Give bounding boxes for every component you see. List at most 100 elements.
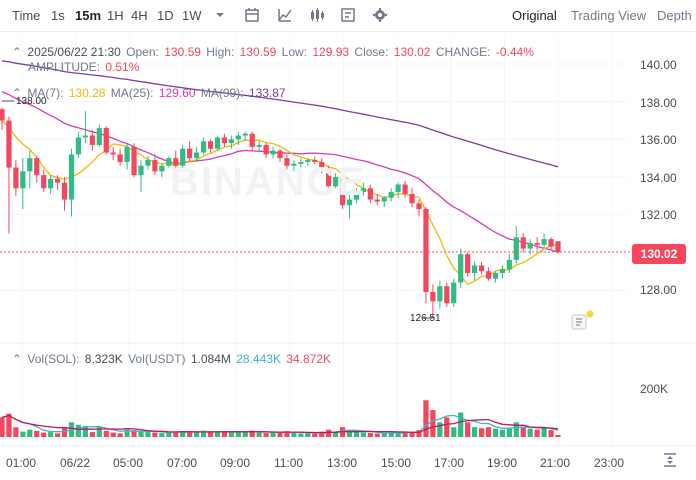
time-tick: 01:00 [6,456,37,470]
candle-body [89,135,95,145]
volume-bar [478,428,485,437]
candle-body [548,239,554,247]
candlestick-type-icon[interactable] [309,7,325,23]
candle-body [20,171,26,189]
volume-bar [20,431,26,437]
candle-body [235,135,241,140]
candle-body [166,158,172,166]
calendar-icon[interactable] [244,7,260,23]
volume-bar [270,432,276,437]
last-price-tag: 130.02 [632,244,686,264]
volume-bar [166,432,172,437]
change-label: CHANGE: [435,45,491,59]
volume-bar [138,431,144,437]
volume-tick: 200K [640,382,669,396]
candle-body [249,133,255,147]
low-label: Low: [281,45,308,59]
time-tick: 05:00 [113,456,144,470]
vol-sol-label: Vol(SOL): [27,352,80,366]
candle-body [159,165,165,172]
candle-body [416,203,422,210]
volume-bar [402,432,408,437]
volume-bar [360,432,366,437]
indicator-icon[interactable] [277,7,293,23]
volume-bar [34,430,40,437]
volume-bar [492,428,499,437]
time-label[interactable]: Time [12,8,41,23]
volume-bar [82,425,88,437]
candle-body [381,197,387,202]
time-tick: 13:00 [327,456,358,470]
volume-bar [228,432,234,437]
volume-bar [520,427,526,437]
ma25-label: MA(25): [110,86,154,100]
candle-body [520,237,526,249]
volume-bar [207,431,214,437]
high-marker: 138.00 [16,96,47,107]
candle-body [214,137,221,149]
timeframe-1d[interactable]: 1D [157,8,174,23]
volume-bar [513,422,519,437]
volume-bar [541,428,547,437]
price-tick: 134.00 [640,171,677,185]
template-icon[interactable] [340,7,356,23]
volume-bar [110,432,116,437]
volume-bar [409,431,415,437]
candle-body [96,128,102,145]
volume-bar [548,430,554,437]
candle-body [131,146,137,176]
candle-date: 2025/06/22 21:30 [27,45,121,59]
candle-body [319,161,325,170]
candle-body [492,273,499,279]
candle-body [277,150,283,159]
high-value: 130.59 [239,45,277,59]
candle-body [270,150,276,155]
candle-body [478,265,485,272]
volume-ma-long-line [1,414,559,434]
low-marker: 126.51 [410,313,441,324]
timeframe-15m[interactable]: 15m [75,8,102,23]
candle-body [110,152,116,155]
volume-bar [326,429,332,437]
candle-body [534,242,540,245]
gear-icon[interactable] [372,7,388,23]
collapse-chevron-icon[interactable]: ⌃ [12,352,23,366]
chevron-down-icon[interactable] [212,7,228,23]
timeframe-1h[interactable]: 1H [107,8,124,23]
candle-body [346,199,353,206]
vol-ma2-value: 34.872K [286,352,332,366]
time-tick: 17:00 [434,456,465,470]
volume-bar [235,431,241,437]
ma99-value: 133.87 [248,86,286,100]
candle-body [555,241,561,252]
timeframe-1w[interactable]: 1W [182,8,202,23]
timeframe-4h[interactable]: 4H [131,8,148,23]
candle-body [472,265,478,274]
timeframe-1s[interactable]: 1s [51,8,65,23]
scale-toggle-icon[interactable] [662,452,678,468]
close-label: Close: [354,45,389,59]
notes-icon[interactable] [571,310,595,332]
volume-bar [437,422,443,437]
candle-body [207,141,214,149]
candle-body [437,286,443,302]
tab-original[interactable]: Original [512,8,557,23]
collapse-chevron-icon[interactable]: ⌃ [12,86,23,100]
tab-depth[interactable]: Depth [657,8,692,23]
volume-bar [242,432,248,437]
tab-trading-view[interactable]: Trading View [571,8,647,23]
volume-info: ⌃ Vol(SOL): 8.323K Vol(USDT) 1.084M 28.4… [12,352,333,366]
candle-body [485,271,492,279]
volume-bar [159,433,165,437]
candle-body [152,160,158,172]
candle-body [458,254,464,283]
collapse-chevron-icon[interactable]: ⌃ [12,45,23,59]
candle-body [263,144,269,155]
volume-bar [221,432,227,437]
volume-bar [305,433,311,437]
volume-bar [534,429,540,437]
candle-body [333,177,339,187]
ma7-value: 130.28 [68,86,106,100]
candle-body [0,109,5,121]
